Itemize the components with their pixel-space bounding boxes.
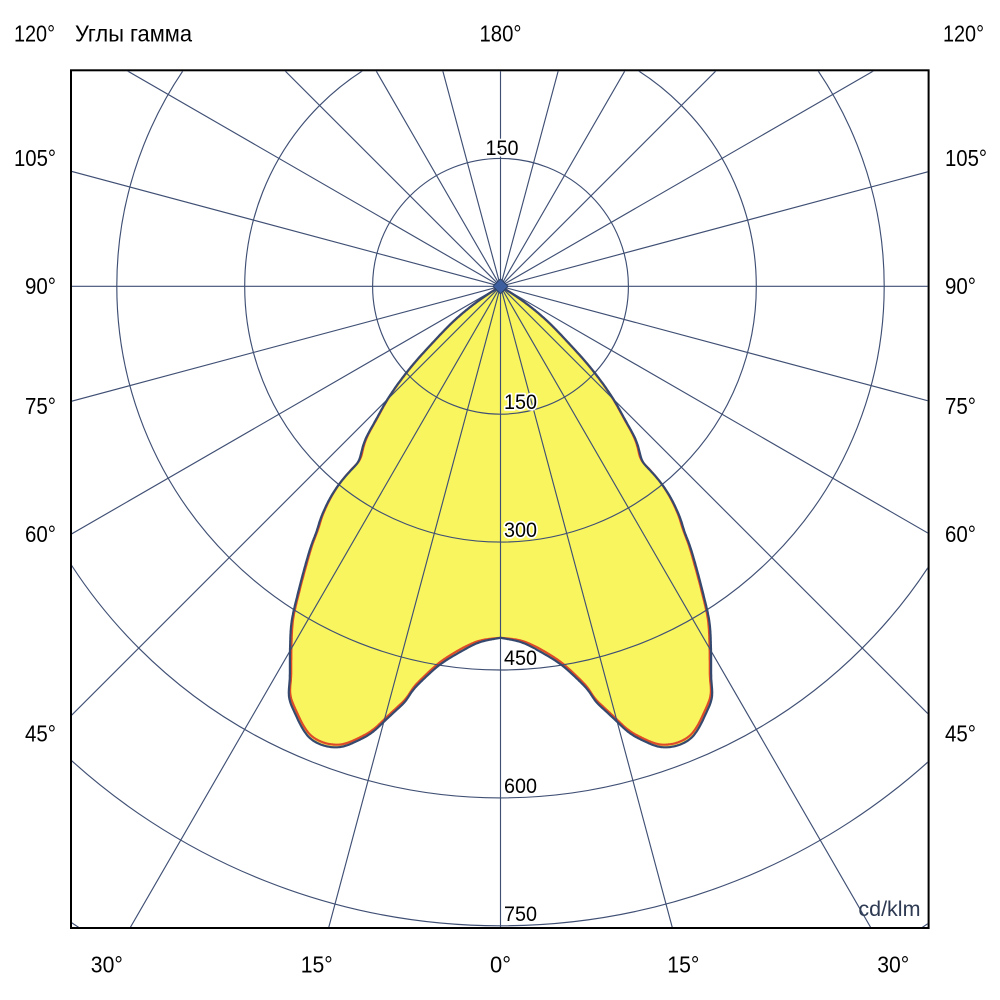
svg-text:Углы гамма: Углы гамма xyxy=(75,21,192,47)
svg-text:150: 150 xyxy=(504,390,537,414)
svg-text:300: 300 xyxy=(504,518,537,542)
svg-text:45°: 45° xyxy=(25,721,56,747)
svg-text:600: 600 xyxy=(504,774,537,798)
svg-text:90°: 90° xyxy=(25,273,56,299)
svg-text:75°: 75° xyxy=(945,393,976,419)
svg-text:cd/klm: cd/klm xyxy=(858,897,920,921)
svg-text:0°: 0° xyxy=(490,951,511,977)
svg-text:60°: 60° xyxy=(945,521,976,547)
svg-text:750: 750 xyxy=(504,902,537,926)
svg-text:45°: 45° xyxy=(945,721,976,747)
svg-text:30°: 30° xyxy=(91,951,123,977)
svg-text:150: 150 xyxy=(486,136,519,160)
svg-text:120°: 120° xyxy=(14,21,55,47)
svg-text:180°: 180° xyxy=(480,21,522,47)
svg-text:90°: 90° xyxy=(945,273,976,299)
svg-text:60°: 60° xyxy=(25,521,56,547)
svg-text:75°: 75° xyxy=(25,393,56,419)
svg-text:15°: 15° xyxy=(301,951,333,977)
svg-text:15°: 15° xyxy=(667,951,699,977)
svg-text:120°: 120° xyxy=(943,21,984,47)
svg-text:30°: 30° xyxy=(877,951,909,977)
svg-text:450: 450 xyxy=(504,646,537,670)
svg-text:105°: 105° xyxy=(945,145,987,171)
svg-text:105°: 105° xyxy=(14,145,56,171)
